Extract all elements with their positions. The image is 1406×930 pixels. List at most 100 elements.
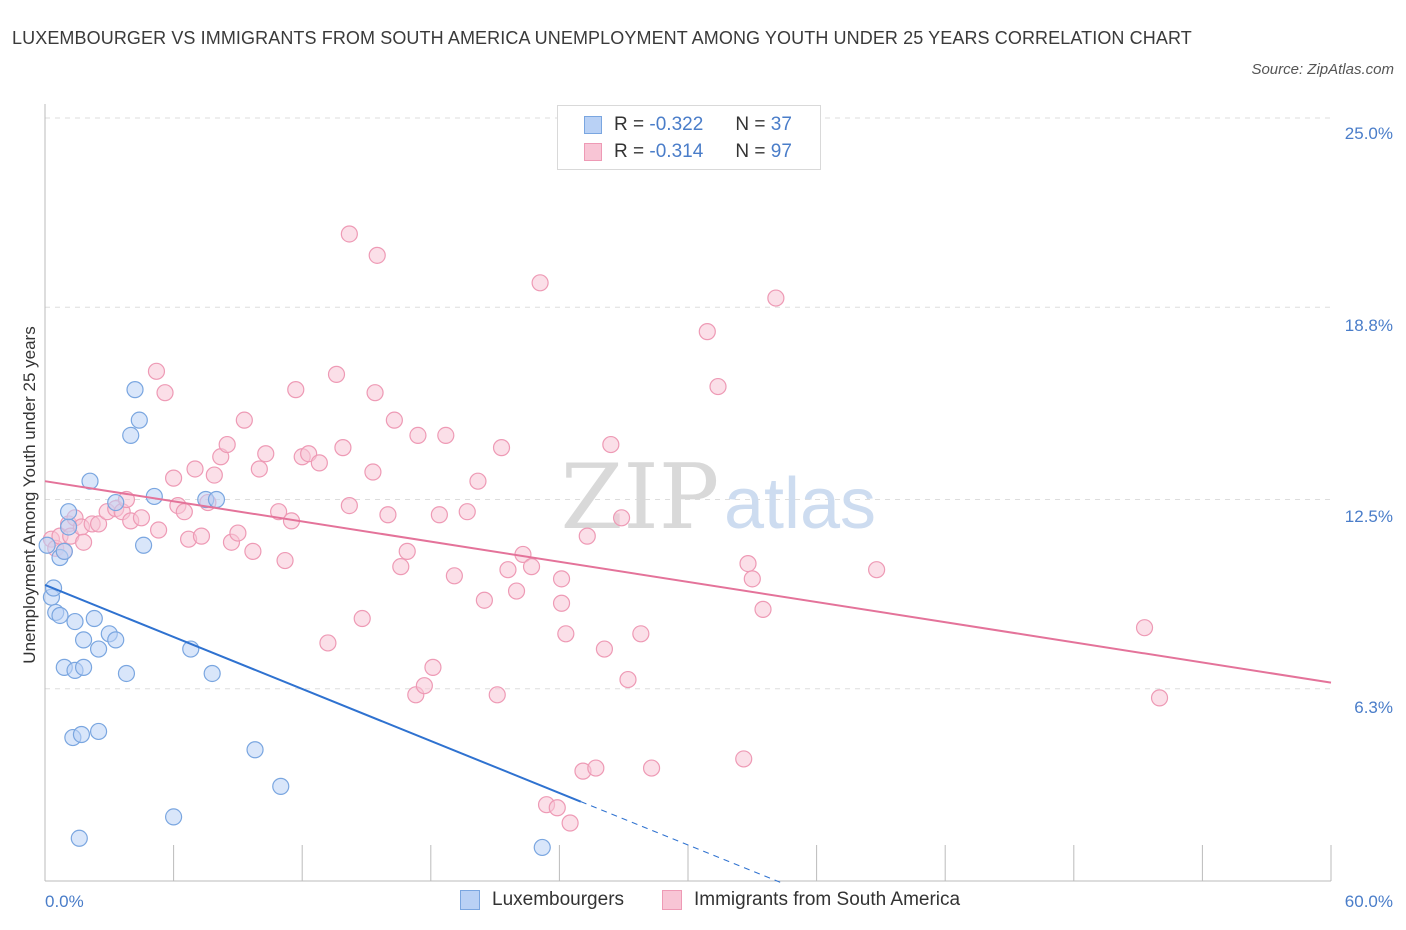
immigrant-point-35 [257, 445, 275, 463]
luxembourger-point-4 [51, 606, 69, 625]
legend-item-immigrants[interactable]: Immigrants from South America [662, 889, 960, 911]
trend-lines [44, 480, 1332, 883]
watermark: ZIP atlas [561, 445, 876, 550]
x-tick-label-min: 0.0% [45, 892, 84, 911]
immigrant-point-58 [415, 677, 433, 695]
immigrant-point-90 [735, 750, 753, 768]
luxembourger-trend-line [44, 584, 582, 803]
legend-row-luxembourgers: R = -0.322 N = 37 [584, 114, 792, 136]
legend-swatch-blue [584, 116, 602, 134]
legend-label-immigrants: Immigrants from South America [694, 889, 961, 910]
legend-item-luxembourgers[interactable]: Luxembourgers [460, 889, 624, 911]
immigrant-point-63 [458, 503, 476, 521]
luxembourger-point-26 [126, 381, 144, 399]
legend-r-value: -0.314 [649, 141, 704, 162]
luxembourger-point-13 [70, 829, 88, 847]
gridlines [45, 117, 1331, 690]
immigrant-point-8 [74, 533, 93, 551]
luxembourger-point-28 [134, 536, 153, 554]
luxembourger-point-35 [246, 741, 264, 759]
immigrant-point-87 [642, 759, 661, 777]
legend-row-immigrants: R = -0.314 N = 97 [584, 141, 792, 163]
immigrant-point-16 [132, 509, 151, 527]
immigrant-point-24 [186, 460, 204, 478]
immigrant-point-97 [1150, 689, 1169, 707]
luxembourger-point-14 [72, 725, 91, 744]
immigrant-point-59 [424, 658, 442, 676]
legend-swatch-blue [460, 890, 480, 910]
luxembourger-point-11 [66, 612, 84, 631]
immigrant-point-68 [499, 561, 517, 579]
correlation-legend: R = -0.322 N = 37 R = -0.314 N = 97 [557, 105, 821, 170]
luxembourger-point-9 [59, 503, 78, 521]
source-label: Source: ZipAtlas.com [1251, 61, 1394, 78]
immigrant-point-80 [578, 527, 596, 545]
immigrant-point-36 [270, 503, 288, 521]
legend-r-label: R = [614, 141, 645, 162]
immigrant-point-72 [531, 274, 549, 292]
immigrant-point-60 [430, 506, 448, 524]
immigrant-point-65 [475, 591, 493, 609]
immigrant-point-52 [379, 506, 397, 524]
immigrant-point-49 [364, 463, 382, 481]
immigrant-point-39 [287, 381, 305, 399]
immigrant-point-64 [469, 472, 487, 490]
immigrant-point-55 [398, 542, 416, 560]
luxembourger-point-22 [107, 631, 125, 649]
immigrant-point-81 [587, 759, 605, 777]
immigrant-point-69 [507, 582, 526, 600]
immigrant-point-33 [244, 542, 262, 560]
legend-n-label: N = [735, 114, 766, 135]
luxembourger-point-19 [89, 722, 108, 741]
immigrant-point-48 [340, 225, 358, 243]
immigrant-point-56 [409, 426, 427, 445]
immigrant-point-43 [319, 634, 337, 652]
immigrant-point-76 [552, 594, 571, 612]
immigrant-point-31 [229, 524, 247, 542]
immigrant-point-94 [767, 289, 785, 307]
immigrant-point-20 [165, 469, 183, 487]
legend-n-value: 37 [770, 114, 792, 135]
luxembourger-point-16 [74, 658, 93, 676]
immigrant-point-89 [709, 377, 727, 396]
immigrant-point-77 [557, 625, 575, 643]
immigrant-point-19 [156, 384, 174, 402]
y-axis-title: Unemployment Among Youth under 25 years [20, 326, 39, 664]
luxembourger-point-0 [38, 536, 56, 554]
immigrant-point-18 [149, 521, 168, 539]
luxembourger-point-30 [165, 808, 183, 826]
immigrant-point-37 [276, 551, 294, 570]
legend-n-label: N = [735, 141, 766, 162]
immigrant-point-34 [250, 460, 268, 478]
luxembourger-point-24 [117, 664, 136, 683]
luxembourger-point-18 [85, 609, 103, 628]
y-tick-label-12-5: 12.5% [1344, 507, 1393, 526]
luxembourger-point-6 [55, 542, 73, 560]
luxembourger-point-8 [59, 518, 78, 536]
immigrant-point-78 [561, 814, 579, 832]
immigrant-point-82 [595, 640, 614, 658]
immigrant-point-44 [327, 365, 346, 383]
legend-n-value: 97 [770, 141, 792, 162]
immigrant-point-71 [522, 558, 541, 576]
immigrant-point-54 [392, 558, 410, 576]
immigrant-point-25 [192, 527, 211, 545]
immigrant-point-61 [437, 426, 455, 445]
immigrant-point-85 [619, 670, 637, 689]
immigrant-point-92 [743, 570, 761, 588]
luxembourger-point-27 [130, 411, 148, 429]
chart-title: LUXEMBOURGER VS IMMIGRANTS FROM SOUTH AM… [12, 28, 1192, 48]
x-tick-label-max: 60.0% [1344, 892, 1393, 911]
immigrant-point-32 [235, 411, 253, 429]
watermark-atlas: atlas [724, 464, 876, 544]
immigrant-point-91 [739, 554, 757, 573]
y-tick-label-6-3: 6.3% [1354, 698, 1393, 717]
luxembourger-point-36 [272, 777, 290, 795]
immigrant-point-62 [445, 567, 463, 585]
points-luxembourgers [38, 381, 551, 857]
immigrant-point-46 [340, 497, 358, 515]
immigrant-point-96 [1135, 619, 1154, 637]
immigrant-point-66 [488, 686, 506, 704]
immigrant-point-42 [310, 454, 328, 472]
legend-swatch-pink [584, 143, 602, 161]
